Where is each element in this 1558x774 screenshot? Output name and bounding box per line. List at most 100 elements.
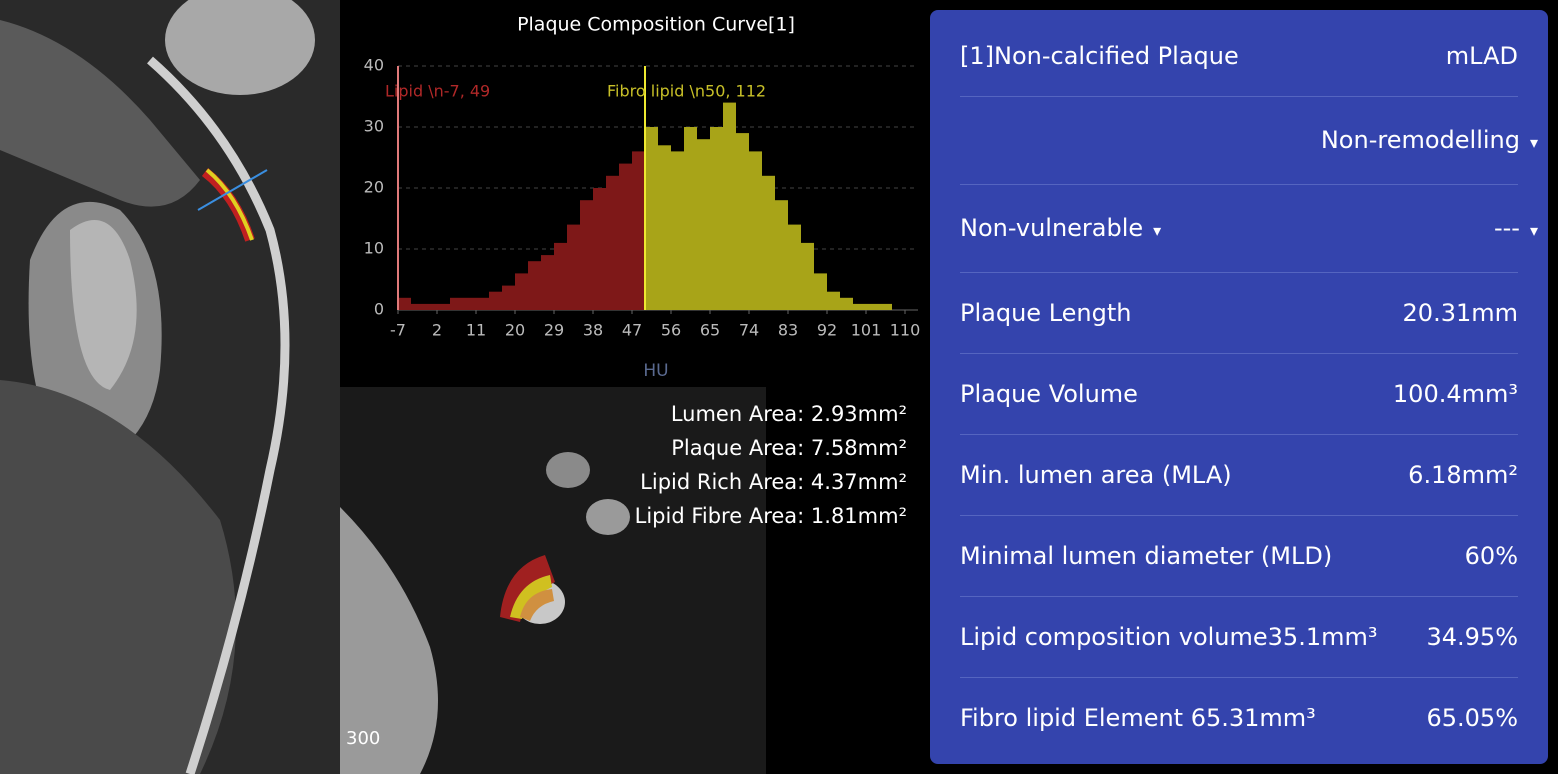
divider [960,434,1518,435]
histogram-bar [645,127,658,310]
metric-row: Min. lumen area (MLA) 6.18mm² [960,459,1518,491]
histogram-bar [879,303,892,310]
histogram-bar [723,102,736,310]
x-tick-label: 83 [778,321,798,340]
metric-value: 65.05% [1426,704,1518,732]
divider [960,184,1518,185]
histogram-bar [554,242,567,310]
histogram-bar [424,303,437,310]
x-tick-label: 20 [505,321,525,340]
histogram-bar [814,273,827,310]
remodelling-dropdown[interactable]: Non-remodelling [1321,126,1538,154]
x-tick-label: 29 [544,321,564,340]
x-tick-label: 38 [583,321,603,340]
y-tick-label: 20 [364,178,384,197]
histogram-bar [632,151,645,310]
histogram-bar [853,303,866,310]
x-axis-label: HU [643,361,668,381]
histogram-bar [684,127,697,310]
metric-value: 20.31mm [1402,299,1518,327]
histogram-bar [658,145,671,310]
histogram-chart: Plaque Composition Curve[1] HU 0 10 20 30 40… [364,14,921,382]
histogram-bar [528,261,541,310]
metric-label: Min. lumen area (MLA) [960,461,1232,489]
divider [960,677,1518,678]
histogram-bar [697,139,710,310]
metric-row: Fibro lipid Element 65.31mm³ 65.05% [960,702,1518,734]
metric-value: 100.4mm³ [1392,380,1518,408]
histogram-bar [437,303,450,310]
metric-label: Plaque Volume [960,380,1138,408]
x-tick-label: 47 [622,321,642,340]
segment: mLAD [1445,42,1518,70]
histogram-bar [593,188,606,310]
metric-value: 6.18mm² [1408,461,1518,489]
plaque-panel: [1]Non-calcified Plaque mLAD Non-remodell… [930,10,1548,764]
x-tick-label: 65 [700,321,720,340]
histogram-bar [606,175,619,310]
histogram-bar [515,273,528,310]
histogram-bar [866,303,879,310]
histogram-bar [775,200,788,310]
histogram-bar [450,297,463,310]
y-tick-label: 40 [364,56,384,75]
divider [960,96,1518,97]
metric-label: Minimal lumen diameter (MLD) [960,542,1333,570]
vulnerability-dropdown[interactable]: Non-vulnerable [960,214,1161,242]
chart-title: Plaque Composition Curve[1] [517,14,795,36]
measurement: Plaque Area: 7.58mm² [671,436,907,460]
detail-dropdown[interactable]: --- [1494,214,1538,242]
histogram-bar [489,291,502,310]
range-annotation: Lipid \n-7, 49 [385,82,490,101]
histogram-bar [398,297,411,310]
window-label: 300 [346,728,380,749]
x-tick-label: 11 [466,321,486,340]
measurement: Lumen Area: 2.93mm² [670,402,907,426]
x-tick-label: 110 [890,321,921,340]
divider [960,515,1518,516]
metric-row: Plaque Volume 100.4mm³ [960,378,1518,410]
metric-row: Minimal lumen diameter (MLD) 60% [960,540,1518,572]
histogram-bar [463,297,476,310]
plaque-title: [1]Non-calcified Plaque [960,42,1239,70]
ct-image [0,0,340,774]
metric-label: Fibro lipid Element 65.31mm³ [960,704,1316,732]
y-tick-label: 10 [364,239,384,258]
x-tick-label: -7 [390,321,406,340]
histogram-bar [567,224,580,310]
histogram-bar [580,200,593,310]
metric-value: 60% [1464,542,1518,570]
y-tick-label: 0 [374,300,384,319]
divider [960,596,1518,597]
histogram-bar [840,297,853,310]
range-annotation: Fibro lipid \n50, 112 [607,82,766,101]
x-tick-label: 2 [432,321,442,340]
histogram-bar [827,291,840,310]
histogram-bar [411,303,424,310]
histogram-bar [749,151,762,310]
histogram-bar [736,133,749,310]
cross-section-image: 300 [340,387,766,774]
histogram-bar [502,285,515,310]
metric-label: Lipid composition volume35.1mm³ [960,623,1378,651]
histogram-bar [710,127,723,310]
y-tick-label: 30 [364,117,384,136]
metric-value: 34.95% [1426,623,1518,651]
divider [960,272,1518,273]
histogram-bar [541,255,554,310]
histogram-bar [619,163,632,310]
histogram-bar [762,175,775,310]
x-tick-label: 56 [661,321,681,340]
metric-label: Plaque Length [960,299,1132,327]
divider [960,353,1518,354]
x-tick-label: 101 [851,321,882,340]
x-tick-label: 92 [817,321,837,340]
histogram-bar [671,151,684,310]
measurement: Lipid Fibre Area: 1.81mm² [634,504,907,528]
metric-row: Plaque Length 20.31mm [960,297,1518,329]
x-tick-label: 74 [739,321,759,340]
measurement: Lipid Rich Area: 4.37mm² [640,470,907,494]
histogram-bar [476,297,489,310]
histogram-bar [801,242,814,310]
